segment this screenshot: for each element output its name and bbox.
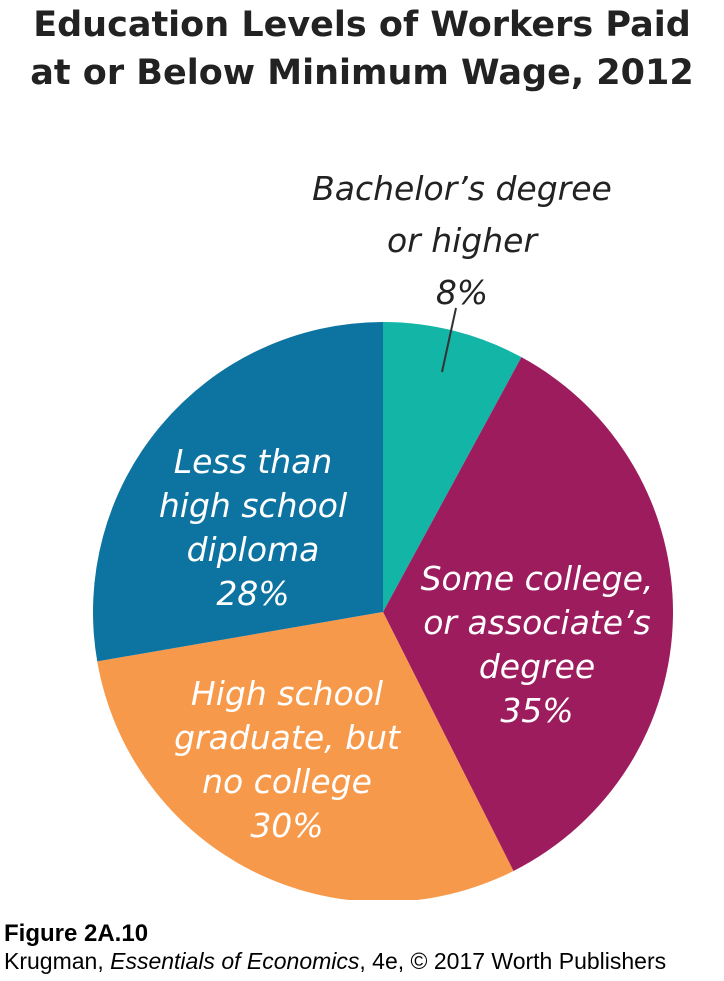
slice-label-2-line-3: degree	[479, 647, 595, 686]
slice-label-4: Less than high school diploma 28%	[159, 442, 347, 613]
source-author: Krugman,	[4, 948, 111, 974]
slice-label-3-line-4: 30%	[250, 806, 323, 845]
slice-label-1: Bachelor’s degree or higher 8%	[312, 169, 612, 312]
slice-label-3-line-2: graduate, but	[174, 718, 401, 757]
slice-label-4-line-1: Less than	[174, 442, 333, 481]
slice-label-1-line-1: Bachelor’s degree	[312, 169, 612, 208]
source-book-title: Essentials of Economics	[110, 948, 360, 974]
slice-label-2-line-2: or associate’s	[423, 603, 651, 642]
slice-label-3-line-1: High school	[191, 674, 383, 713]
slice-label-3-line-3: no college	[202, 762, 372, 801]
source-edition: , 4e, © 2017 Worth Publishers	[359, 948, 667, 974]
slice-label-3: High school graduate, but no college 30%	[174, 674, 401, 845]
slice-label-1-line-2: or higher	[387, 221, 539, 260]
pie-slice-3	[97, 612, 514, 900]
slice-label-2-line-1: Some college,	[421, 559, 654, 598]
pie-chart: Education Levels of Workers Paid at or Be…	[30, 5, 694, 900]
chart-title-line-1: Education Levels of Workers Paid	[33, 5, 691, 45]
pie-slice-4	[93, 322, 383, 662]
slice-label-1-line-3: 8%	[436, 273, 488, 312]
chart-title: Education Levels of Workers Paid at or Be…	[30, 5, 693, 93]
figure-number: Figure 2A.10	[4, 920, 149, 947]
slice-label-1-leader-line	[441, 307, 457, 373]
slice-label-2-line-4: 35%	[500, 691, 573, 730]
slice-label-4-line-3: diploma	[187, 530, 320, 569]
figure-source: Krugman, Essentials of Economics, 4e, © …	[4, 948, 666, 975]
slice-label-4-line-4: 28%	[216, 574, 289, 613]
slice-label-4-line-2: high school	[159, 486, 347, 525]
pie-slice-2	[383, 357, 674, 872]
pie-slice-1	[383, 322, 522, 612]
pie-slices	[93, 322, 674, 900]
slice-label-2: Some college, or associate’s degree 35%	[421, 559, 654, 730]
chart-title-line-2: at or Below Minimum Wage, 2012	[30, 53, 693, 93]
slice-labels: Bachelor’s degree or higher 8% Some college…	[159, 169, 654, 845]
